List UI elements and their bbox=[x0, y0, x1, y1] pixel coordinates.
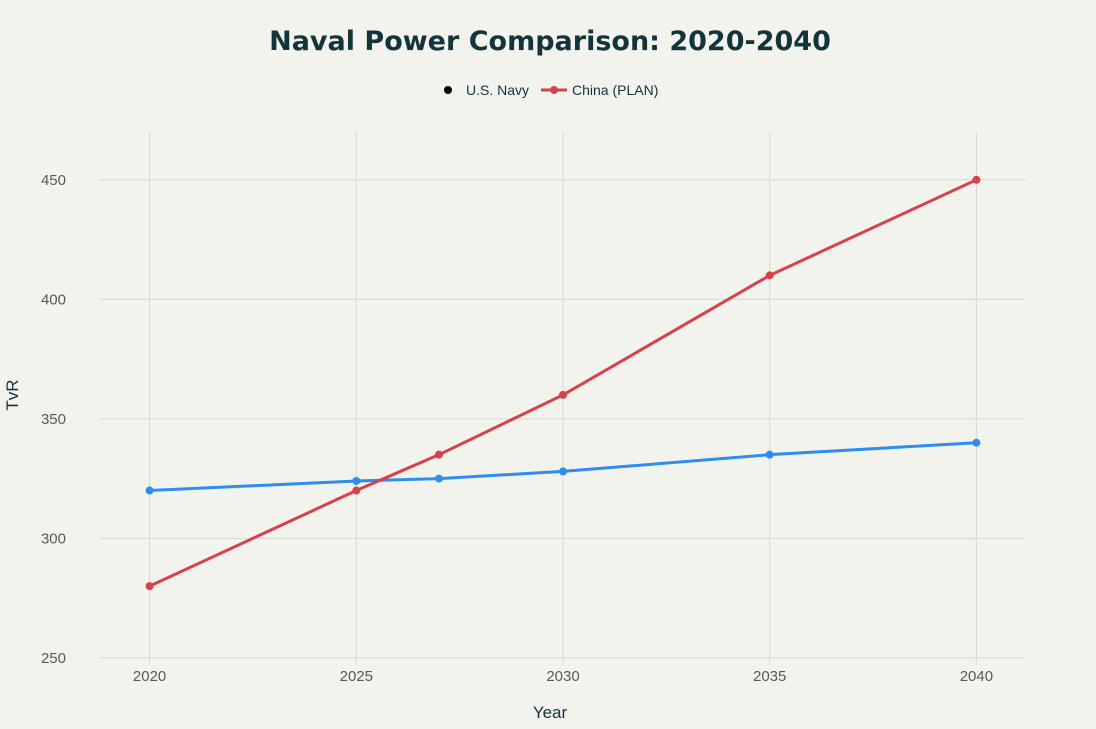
point-china-plan-2025[interactable] bbox=[352, 486, 361, 495]
x-tick-label-2025: 2025 bbox=[340, 668, 373, 685]
series-layer bbox=[145, 175, 981, 591]
legend-marker-china-plan bbox=[550, 86, 558, 94]
point-u-s-navy-2030[interactable] bbox=[559, 467, 567, 476]
y-tick-label-350: 350 bbox=[41, 411, 66, 428]
x-tick-label-2020: 2020 bbox=[133, 668, 166, 685]
point-china-plan-2030[interactable] bbox=[559, 390, 567, 399]
tick-labels: 2020 2025 2030 2035 2040 250 300 350 400 450 bbox=[41, 172, 993, 685]
x-axis-label: Year bbox=[533, 703, 568, 722]
point-u-s-navy-2025[interactable] bbox=[352, 476, 361, 485]
point-china-plan-2020[interactable] bbox=[145, 582, 154, 591]
legend-item-china-plan[interactable]: China (PLAN) bbox=[541, 82, 658, 98]
y-tick-label-300: 300 bbox=[41, 530, 66, 547]
y-axis-label: TvR bbox=[3, 379, 22, 410]
x-tick-label-2035: 2035 bbox=[753, 668, 786, 685]
x-tick-label-2040: 2040 bbox=[960, 668, 993, 685]
chart-title: Naval Power Comparison: 2020-2040 bbox=[269, 26, 831, 57]
point-u-s-navy-2035[interactable] bbox=[765, 450, 774, 459]
grid bbox=[100, 132, 1026, 665]
point-china-plan-2027[interactable] bbox=[434, 450, 443, 459]
x-tick-label-2030: 2030 bbox=[546, 668, 579, 685]
series-u-s-navy bbox=[145, 438, 981, 495]
legend-marker-us-navy bbox=[444, 86, 452, 94]
legend-label-us-navy: U.S. Navy bbox=[466, 82, 529, 98]
point-china-plan-2040[interactable] bbox=[972, 175, 981, 184]
y-tick-label-400: 400 bbox=[41, 291, 66, 308]
point-u-s-navy-2027[interactable] bbox=[434, 474, 443, 483]
point-china-plan-2035[interactable] bbox=[765, 271, 774, 280]
y-tick-label-250: 250 bbox=[41, 650, 66, 667]
legend: U.S. Navy China (PLAN) bbox=[435, 82, 658, 98]
series-china-plan bbox=[145, 175, 981, 591]
legend-item-us-navy[interactable]: U.S. Navy bbox=[435, 82, 529, 98]
point-u-s-navy-2020[interactable] bbox=[145, 486, 154, 495]
series-line-china-plan bbox=[148, 178, 978, 588]
legend-label-china-plan: China (PLAN) bbox=[572, 82, 658, 98]
point-u-s-navy-2040[interactable] bbox=[972, 438, 981, 447]
series-line-u-s-navy bbox=[148, 441, 978, 493]
y-tick-label-450: 450 bbox=[41, 172, 66, 189]
